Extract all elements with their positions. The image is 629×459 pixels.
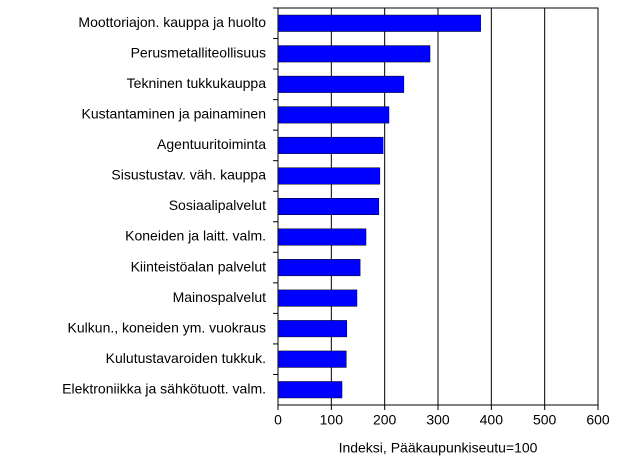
bar — [277, 381, 343, 399]
bar — [277, 45, 431, 63]
y-tick-label: Moottoriajon. kauppa ja huolto — [78, 14, 266, 30]
bar — [277, 259, 361, 277]
y-tick-label: Kustantaminen ja painaminen — [82, 106, 266, 122]
x-tick-label: 500 — [533, 412, 557, 428]
x-tick-label: 100 — [320, 412, 344, 428]
bar — [277, 167, 381, 185]
x-axis-label: Indeksi, Pääkaupunkiseutu=100 — [339, 440, 538, 456]
y-tick-label: Koneiden ja laitt. valm. — [125, 228, 266, 244]
bar — [277, 198, 380, 215]
y-tick-label: Mainospalvelut — [173, 289, 266, 305]
bar — [277, 320, 348, 338]
y-tick-label: Agentuuritoiminta — [157, 136, 266, 152]
x-tick-label: 300 — [426, 412, 450, 428]
x-tick-label: 600 — [586, 412, 610, 428]
y-tick-label: Elektroniikka ja sähkötuott. valm. — [62, 380, 266, 396]
bar — [277, 106, 390, 124]
bar — [277, 350, 347, 368]
y-tick-label: Kiinteistöalan palvelut — [131, 258, 267, 274]
bar — [277, 75, 405, 93]
bar — [277, 228, 367, 246]
y-tick-label: Tekninen tukkukauppa — [127, 75, 267, 91]
bar — [277, 136, 384, 154]
y-tick-label: Kulutustavaroiden tukkuk. — [106, 350, 266, 366]
bar — [277, 14, 481, 32]
y-tick-label: Sisustustav. väh. kauppa — [111, 167, 266, 183]
x-tick-label: 200 — [373, 412, 397, 428]
bar — [277, 289, 358, 307]
x-tick-label: 0 — [274, 412, 282, 428]
x-tick-label: 400 — [480, 412, 504, 428]
y-tick-label: Perusmetalliteollisuus — [131, 45, 266, 61]
y-tick-label: Kulkun., koneiden ym. vuokraus — [68, 319, 266, 335]
y-tick-label: Sosiaalipalvelut — [169, 197, 266, 213]
